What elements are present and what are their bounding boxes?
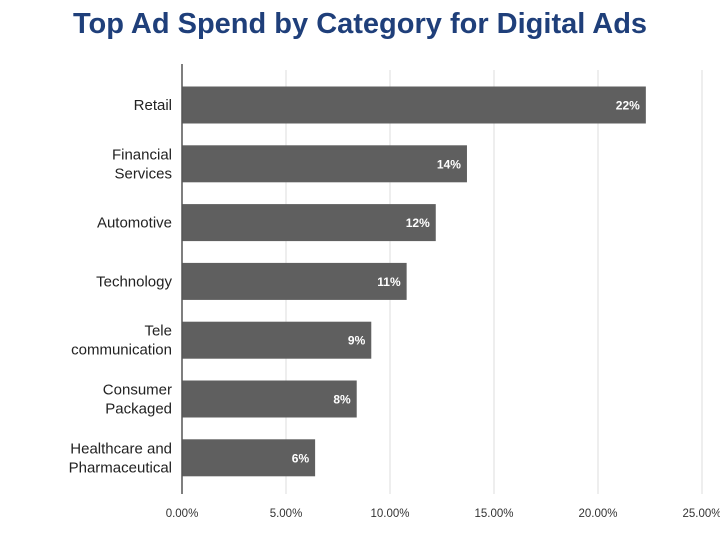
data-label: 6% — [292, 451, 310, 465]
data-label: 22% — [616, 99, 640, 113]
category-label: Packaged — [105, 401, 172, 418]
data-label: 14% — [437, 157, 461, 171]
x-tick-label: 15.00% — [474, 508, 513, 520]
category-label: Healthcare and — [70, 440, 172, 457]
data-label: 9% — [348, 334, 366, 348]
category-label: Services — [114, 165, 172, 182]
bars: 22% 14% 12% 11% 9% 8% 6% — [182, 86, 646, 477]
category-label: Financial — [112, 146, 172, 163]
category-label: Pharmaceutical — [69, 459, 172, 476]
category-label: Automotive — [97, 215, 172, 232]
bar — [182, 321, 372, 359]
category-label: Tele — [144, 323, 172, 340]
category-label: Consumer — [103, 382, 172, 399]
bar — [182, 262, 407, 300]
chart-title: Top Ad Spend by Category for Digital Ads — [72, 8, 648, 40]
x-tick-label: 25.00% — [682, 508, 720, 520]
category-label: Technology — [96, 273, 172, 290]
x-tick-label: 5.00% — [270, 508, 303, 520]
bar — [182, 204, 436, 242]
bar — [182, 86, 646, 124]
bar — [182, 380, 357, 418]
category-label: Retail — [134, 97, 172, 114]
x-tick-label: 20.00% — [578, 508, 617, 520]
x-tick-labels: 0.00% 5.00% 10.00% 15.00% 20.00% 25.00% — [166, 508, 720, 520]
category-label: communication — [71, 342, 172, 359]
x-tick-label: 0.00% — [166, 508, 199, 520]
category-labels: Retail Financial Services Automotive Technol… — [69, 97, 173, 476]
bar — [182, 439, 316, 477]
bar — [182, 145, 467, 183]
x-tick-label: 10.00% — [370, 508, 409, 520]
data-label: 8% — [333, 393, 351, 407]
data-label: 11% — [377, 275, 401, 289]
data-label: 12% — [406, 216, 430, 230]
